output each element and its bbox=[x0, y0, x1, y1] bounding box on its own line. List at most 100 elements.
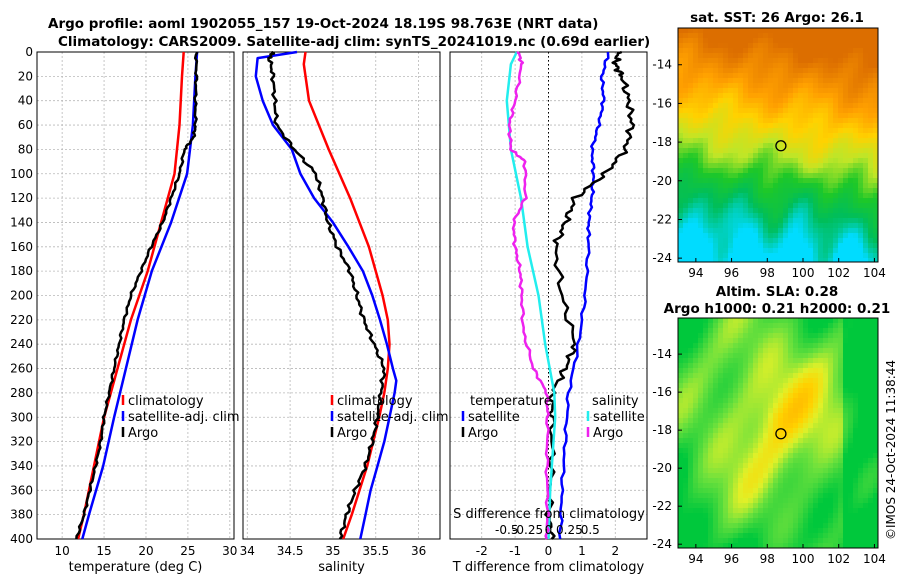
map-cell bbox=[823, 318, 828, 323]
map-cell bbox=[798, 168, 803, 173]
map-cell bbox=[843, 198, 848, 203]
map-cell bbox=[708, 318, 713, 323]
map-cell bbox=[768, 523, 773, 528]
map-cell bbox=[868, 93, 873, 98]
salinity-legend-entry: Argo bbox=[337, 426, 367, 441]
map-cell bbox=[698, 233, 703, 238]
map-cell bbox=[843, 73, 848, 78]
map-cell bbox=[718, 218, 723, 223]
map-cell bbox=[688, 488, 693, 493]
map-cell bbox=[833, 68, 838, 73]
map-cell bbox=[808, 253, 813, 258]
map-cell bbox=[778, 168, 783, 173]
map-cell bbox=[848, 488, 853, 493]
map-cell bbox=[833, 513, 838, 518]
map-cell bbox=[748, 178, 753, 183]
map-cell bbox=[708, 93, 713, 98]
map-cell bbox=[793, 468, 798, 473]
map-cell bbox=[818, 473, 823, 478]
depth-tick-label: 260 bbox=[10, 362, 33, 376]
map-cell bbox=[688, 413, 693, 418]
map-cell bbox=[873, 38, 878, 43]
map-cell bbox=[858, 208, 863, 213]
map-cell bbox=[768, 138, 773, 143]
map-cell bbox=[808, 148, 813, 153]
map-cell bbox=[773, 158, 778, 163]
depth-tick-label: 220 bbox=[10, 313, 33, 327]
map-cell bbox=[713, 173, 718, 178]
map-cell bbox=[738, 153, 743, 158]
map-cell bbox=[698, 343, 703, 348]
map-cell bbox=[758, 423, 763, 428]
map-cell bbox=[853, 43, 858, 48]
map-cell bbox=[723, 328, 728, 333]
map-cell bbox=[853, 488, 858, 493]
map-cell bbox=[733, 488, 738, 493]
depth-tick-label: 160 bbox=[10, 240, 33, 254]
map-cell bbox=[708, 378, 713, 383]
map-cell bbox=[748, 123, 753, 128]
map-cell bbox=[753, 93, 758, 98]
map-cell bbox=[838, 393, 843, 398]
map-cell bbox=[873, 348, 878, 353]
map-cell bbox=[858, 228, 863, 233]
map-cell bbox=[693, 163, 698, 168]
map-cell bbox=[853, 98, 858, 103]
map-cell bbox=[678, 538, 683, 543]
map-cell bbox=[678, 203, 683, 208]
map-cell bbox=[723, 418, 728, 423]
map-cell bbox=[873, 433, 878, 438]
map-cell bbox=[698, 183, 703, 188]
map-cell bbox=[733, 138, 738, 143]
map-cell bbox=[833, 28, 838, 33]
map-cell bbox=[818, 373, 823, 378]
map-cell bbox=[773, 238, 778, 243]
map-cell bbox=[733, 148, 738, 153]
map-cell bbox=[703, 238, 708, 243]
map-cell bbox=[873, 358, 878, 363]
map-cell bbox=[758, 53, 763, 58]
map-cell bbox=[818, 93, 823, 98]
map-cell bbox=[778, 393, 783, 398]
map-cell bbox=[698, 358, 703, 363]
map-cell bbox=[728, 178, 733, 183]
map-cell bbox=[723, 358, 728, 363]
map-cell bbox=[708, 433, 713, 438]
map-cell bbox=[803, 478, 808, 483]
map-cell bbox=[798, 218, 803, 223]
map-cell bbox=[873, 103, 878, 108]
sst-map bbox=[678, 28, 878, 262]
map-cell bbox=[713, 123, 718, 128]
map-cell bbox=[868, 128, 873, 133]
map-cell bbox=[723, 153, 728, 158]
map-cell bbox=[728, 323, 733, 328]
map-cell bbox=[708, 38, 713, 43]
map-cell bbox=[738, 483, 743, 488]
map-cell bbox=[743, 418, 748, 423]
map-cell bbox=[823, 58, 828, 63]
map-cell bbox=[828, 488, 833, 493]
map-cell bbox=[703, 178, 708, 183]
map-cell bbox=[678, 173, 683, 178]
map-cell bbox=[858, 53, 863, 58]
map-cell bbox=[713, 468, 718, 473]
map-cell bbox=[793, 158, 798, 163]
map-cell bbox=[863, 373, 868, 378]
map-cell bbox=[793, 523, 798, 528]
map-cell bbox=[758, 178, 763, 183]
map-cell bbox=[743, 458, 748, 463]
map-cell bbox=[698, 173, 703, 178]
map-cell bbox=[868, 368, 873, 373]
map-cell bbox=[838, 503, 843, 508]
map-cell bbox=[873, 383, 878, 388]
map-cell bbox=[813, 213, 818, 218]
map-cell bbox=[738, 43, 743, 48]
map-cell bbox=[763, 233, 768, 238]
map-cell bbox=[698, 163, 703, 168]
map-cell bbox=[773, 68, 778, 73]
map-cell bbox=[718, 83, 723, 88]
map-cell bbox=[748, 98, 753, 103]
map-cell bbox=[763, 123, 768, 128]
map-cell bbox=[763, 258, 768, 262]
map-cell bbox=[788, 528, 793, 533]
